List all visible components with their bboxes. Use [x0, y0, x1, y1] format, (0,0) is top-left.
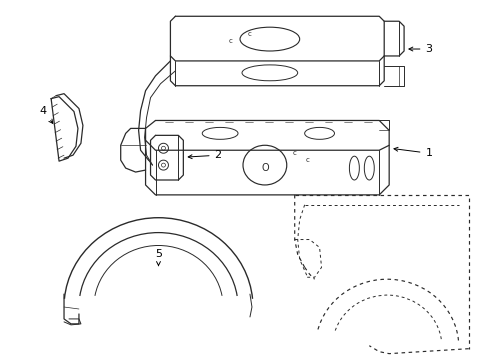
Text: c: c [247, 31, 251, 37]
Text: 5: 5 [155, 249, 162, 266]
Text: c: c [292, 150, 296, 156]
Text: 3: 3 [408, 44, 431, 54]
Text: 4: 4 [40, 105, 53, 123]
Text: c: c [228, 38, 231, 44]
Text: O: O [261, 163, 268, 173]
Text: 1: 1 [393, 147, 431, 158]
Text: c: c [305, 157, 309, 163]
Text: 2: 2 [188, 150, 221, 160]
